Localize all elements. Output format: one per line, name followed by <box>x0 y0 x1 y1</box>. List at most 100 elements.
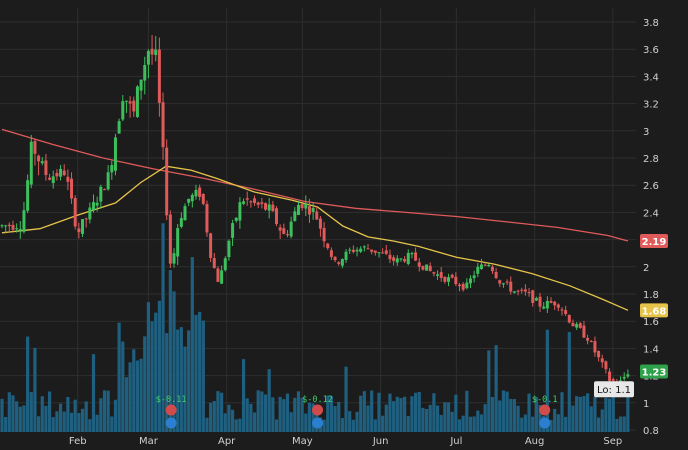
candlesticks <box>0 34 630 388</box>
candle-body <box>425 264 429 271</box>
candle-body <box>187 198 191 203</box>
candle-body <box>494 271 498 279</box>
volume-bar <box>483 404 487 432</box>
volume-bar <box>88 419 92 432</box>
candle-body <box>245 198 249 200</box>
candle-body <box>608 371 612 381</box>
volume-bar <box>274 419 279 432</box>
candle-body <box>40 161 44 164</box>
volume-bar <box>593 396 597 432</box>
candle-body <box>242 201 246 204</box>
candle-body <box>29 141 33 185</box>
dividend-icon <box>165 417 177 429</box>
volume-bar <box>443 402 447 432</box>
volume-bar <box>7 392 11 432</box>
candle-body <box>289 221 293 237</box>
candle-body <box>81 219 85 234</box>
y-tick-label: 1.4 <box>643 344 659 355</box>
volume-bar <box>337 402 341 432</box>
candle-body <box>179 218 183 227</box>
volume-bar <box>381 415 385 432</box>
volume-bar <box>11 395 15 432</box>
candle-body <box>417 262 421 267</box>
candle-body <box>278 227 282 231</box>
candle-body <box>351 249 355 252</box>
candle-body <box>468 278 472 284</box>
candle-body <box>403 259 407 262</box>
candle-body <box>567 315 571 323</box>
volume-bar <box>498 400 502 432</box>
candle-body <box>22 210 26 232</box>
volume-bar <box>47 391 52 432</box>
candle-body <box>124 100 128 102</box>
volume-bar <box>216 391 220 432</box>
candle-body <box>454 276 458 285</box>
candle-body <box>410 253 414 255</box>
candle-body <box>450 274 454 278</box>
candle-body <box>117 121 121 134</box>
volume-bar <box>424 409 429 432</box>
y-tick-label: 2.4 <box>643 208 659 219</box>
candle-body <box>315 211 319 220</box>
candle-body <box>304 203 308 209</box>
volume-bar <box>520 417 524 432</box>
volume-bar <box>582 396 586 432</box>
volume-bar <box>615 418 619 432</box>
candle-body <box>154 49 158 56</box>
candle-body <box>33 141 37 154</box>
volume-bar <box>344 366 348 432</box>
price-tag: 1.23 <box>640 364 668 379</box>
candle-body <box>505 281 509 283</box>
candle-body <box>359 248 363 252</box>
candle-body <box>333 256 337 261</box>
ma-short-line <box>1 165 629 311</box>
candle-body <box>73 198 77 227</box>
candle-body <box>542 306 546 309</box>
candle-body <box>18 229 22 231</box>
candle-body <box>264 203 268 210</box>
volume-bar <box>575 396 579 432</box>
volume-bar <box>256 390 260 432</box>
x-tick-label: Feb <box>69 436 87 447</box>
volume-bar <box>183 346 187 432</box>
low-marker: Lo: 1.1 <box>594 381 634 398</box>
volume-bar <box>179 327 183 432</box>
candle-body <box>337 262 341 264</box>
volume-bar <box>413 392 418 432</box>
volume-bar <box>494 345 498 432</box>
volume-bar <box>146 302 151 432</box>
volume-bar <box>333 406 337 432</box>
volume-bar <box>252 412 257 432</box>
volume-bar <box>432 393 436 432</box>
candle-body <box>37 155 41 162</box>
volume-bar <box>512 399 517 432</box>
volume-bar <box>589 406 593 432</box>
candle-body <box>447 277 451 282</box>
volume-bar <box>487 350 491 432</box>
volume-bar <box>516 405 520 432</box>
volume-bar <box>190 257 194 432</box>
volume-bar <box>51 417 55 432</box>
volume-bar <box>406 415 410 432</box>
volume-bar <box>99 398 103 432</box>
candle-body <box>4 225 8 227</box>
candle-body <box>176 228 180 257</box>
volume-bar <box>80 408 85 432</box>
volume-bar <box>622 416 626 432</box>
volume-bar <box>230 409 235 432</box>
candle-body <box>113 137 117 171</box>
candle-body <box>150 48 154 55</box>
moving-averages <box>1 128 629 311</box>
volume-bar <box>212 400 216 432</box>
volume-bar <box>263 394 268 432</box>
volume-bar <box>586 393 590 432</box>
candle-body <box>600 358 604 363</box>
candle-body <box>66 176 70 182</box>
volume-bar <box>128 362 132 432</box>
volume-bar <box>307 402 312 432</box>
volume-bar <box>176 329 180 432</box>
candle-body <box>238 202 242 221</box>
candle-body <box>271 204 275 212</box>
volume-bar <box>351 419 355 432</box>
volume-bar <box>527 393 531 432</box>
